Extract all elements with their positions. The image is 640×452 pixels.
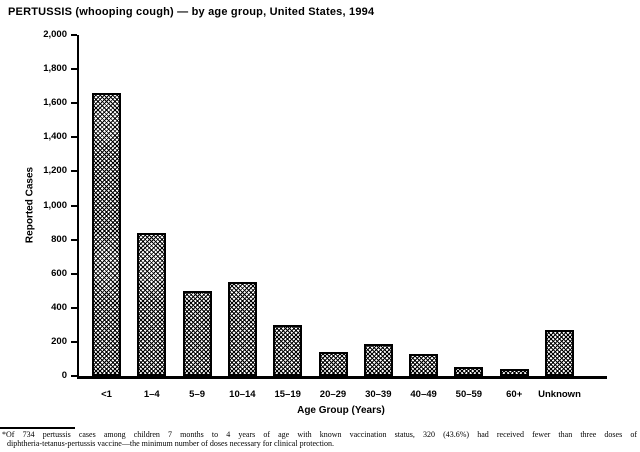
- y-axis-tick: [71, 375, 77, 377]
- bar-30–39: [363, 344, 393, 376]
- x-axis-tick-label: <1: [101, 389, 112, 400]
- footnote-line-2: diphtheria-tetanus-pertussis vaccine—the…: [7, 439, 335, 448]
- bar-Unknown: [545, 330, 574, 376]
- x-axis-tick-label: 50–59: [455, 389, 483, 400]
- y-axis-tick-label: 1,800: [43, 63, 67, 75]
- x-axis-tick-label: 15–19: [274, 389, 301, 400]
- y-axis-tick-label: 1,400: [43, 131, 67, 143]
- y-axis-tick: [71, 102, 77, 105]
- bar-20–29: [318, 352, 348, 376]
- y-axis-tick: [71, 34, 77, 36]
- y-axis-tick-label: 1,200: [43, 165, 67, 177]
- y-axis-tick: [71, 340, 77, 343]
- bar-<1: [92, 93, 121, 376]
- x-axis-tick-label: 20–29: [319, 389, 347, 400]
- bar-10–14: [227, 282, 257, 376]
- y-axis-tick: [71, 238, 77, 241]
- y-axis-tick: [71, 68, 77, 71]
- bar-5–9: [182, 291, 212, 376]
- y-axis-tick-label: 400: [51, 301, 67, 313]
- bar-15–19: [273, 325, 303, 376]
- y-axis-tick: [71, 272, 77, 275]
- x-axis-tick-label: 60+: [506, 389, 523, 400]
- y-axis-tick-label: 600: [51, 267, 67, 279]
- x-axis-tick-label: 1–4: [143, 389, 160, 400]
- plot-area: 0 200 400 600 800 1,000 1,200 1,400 1,600 1,800 2,…: [43, 30, 607, 400]
- y-axis-tick-label: 200: [51, 335, 67, 347]
- y-axis-tick: [71, 306, 77, 309]
- bar-50–59: [454, 367, 484, 376]
- chart-title: PERTUSSIS (whooping cough) — by age grou…: [8, 6, 375, 18]
- x-axis-title: Age Group (Years): [297, 405, 385, 416]
- bar-40–49: [409, 354, 439, 376]
- footnote-divider: [0, 427, 75, 429]
- y-axis-tick: [71, 204, 77, 207]
- bar-60+: [499, 369, 529, 376]
- bar-1–4: [137, 233, 167, 376]
- footnote: *Of 734 pertussis cases among children 7…: [2, 430, 637, 448]
- x-axis-tick-label: 30–39: [365, 389, 392, 400]
- x-axis-tick-label: 5–9: [189, 389, 206, 400]
- footnote-line-1: *Of 734 pertussis cases among children 7…: [2, 430, 637, 439]
- y-axis-tick: [71, 136, 77, 139]
- x-axis-tick-label: 10–14: [229, 389, 256, 400]
- x-axis-tick-label: 40–49: [410, 389, 437, 400]
- y-axis-tick-label: 0: [61, 370, 67, 381]
- x-axis-tick-label: Unknown: [538, 389, 581, 400]
- y-axis-tick-label: 800: [51, 233, 67, 245]
- y-axis-tick-label: 1,000: [43, 199, 67, 211]
- y-axis-tick: [71, 170, 77, 173]
- y-axis-tick-label: 1,600: [43, 97, 67, 109]
- y-axis-tick-label: 2,000: [43, 29, 67, 40]
